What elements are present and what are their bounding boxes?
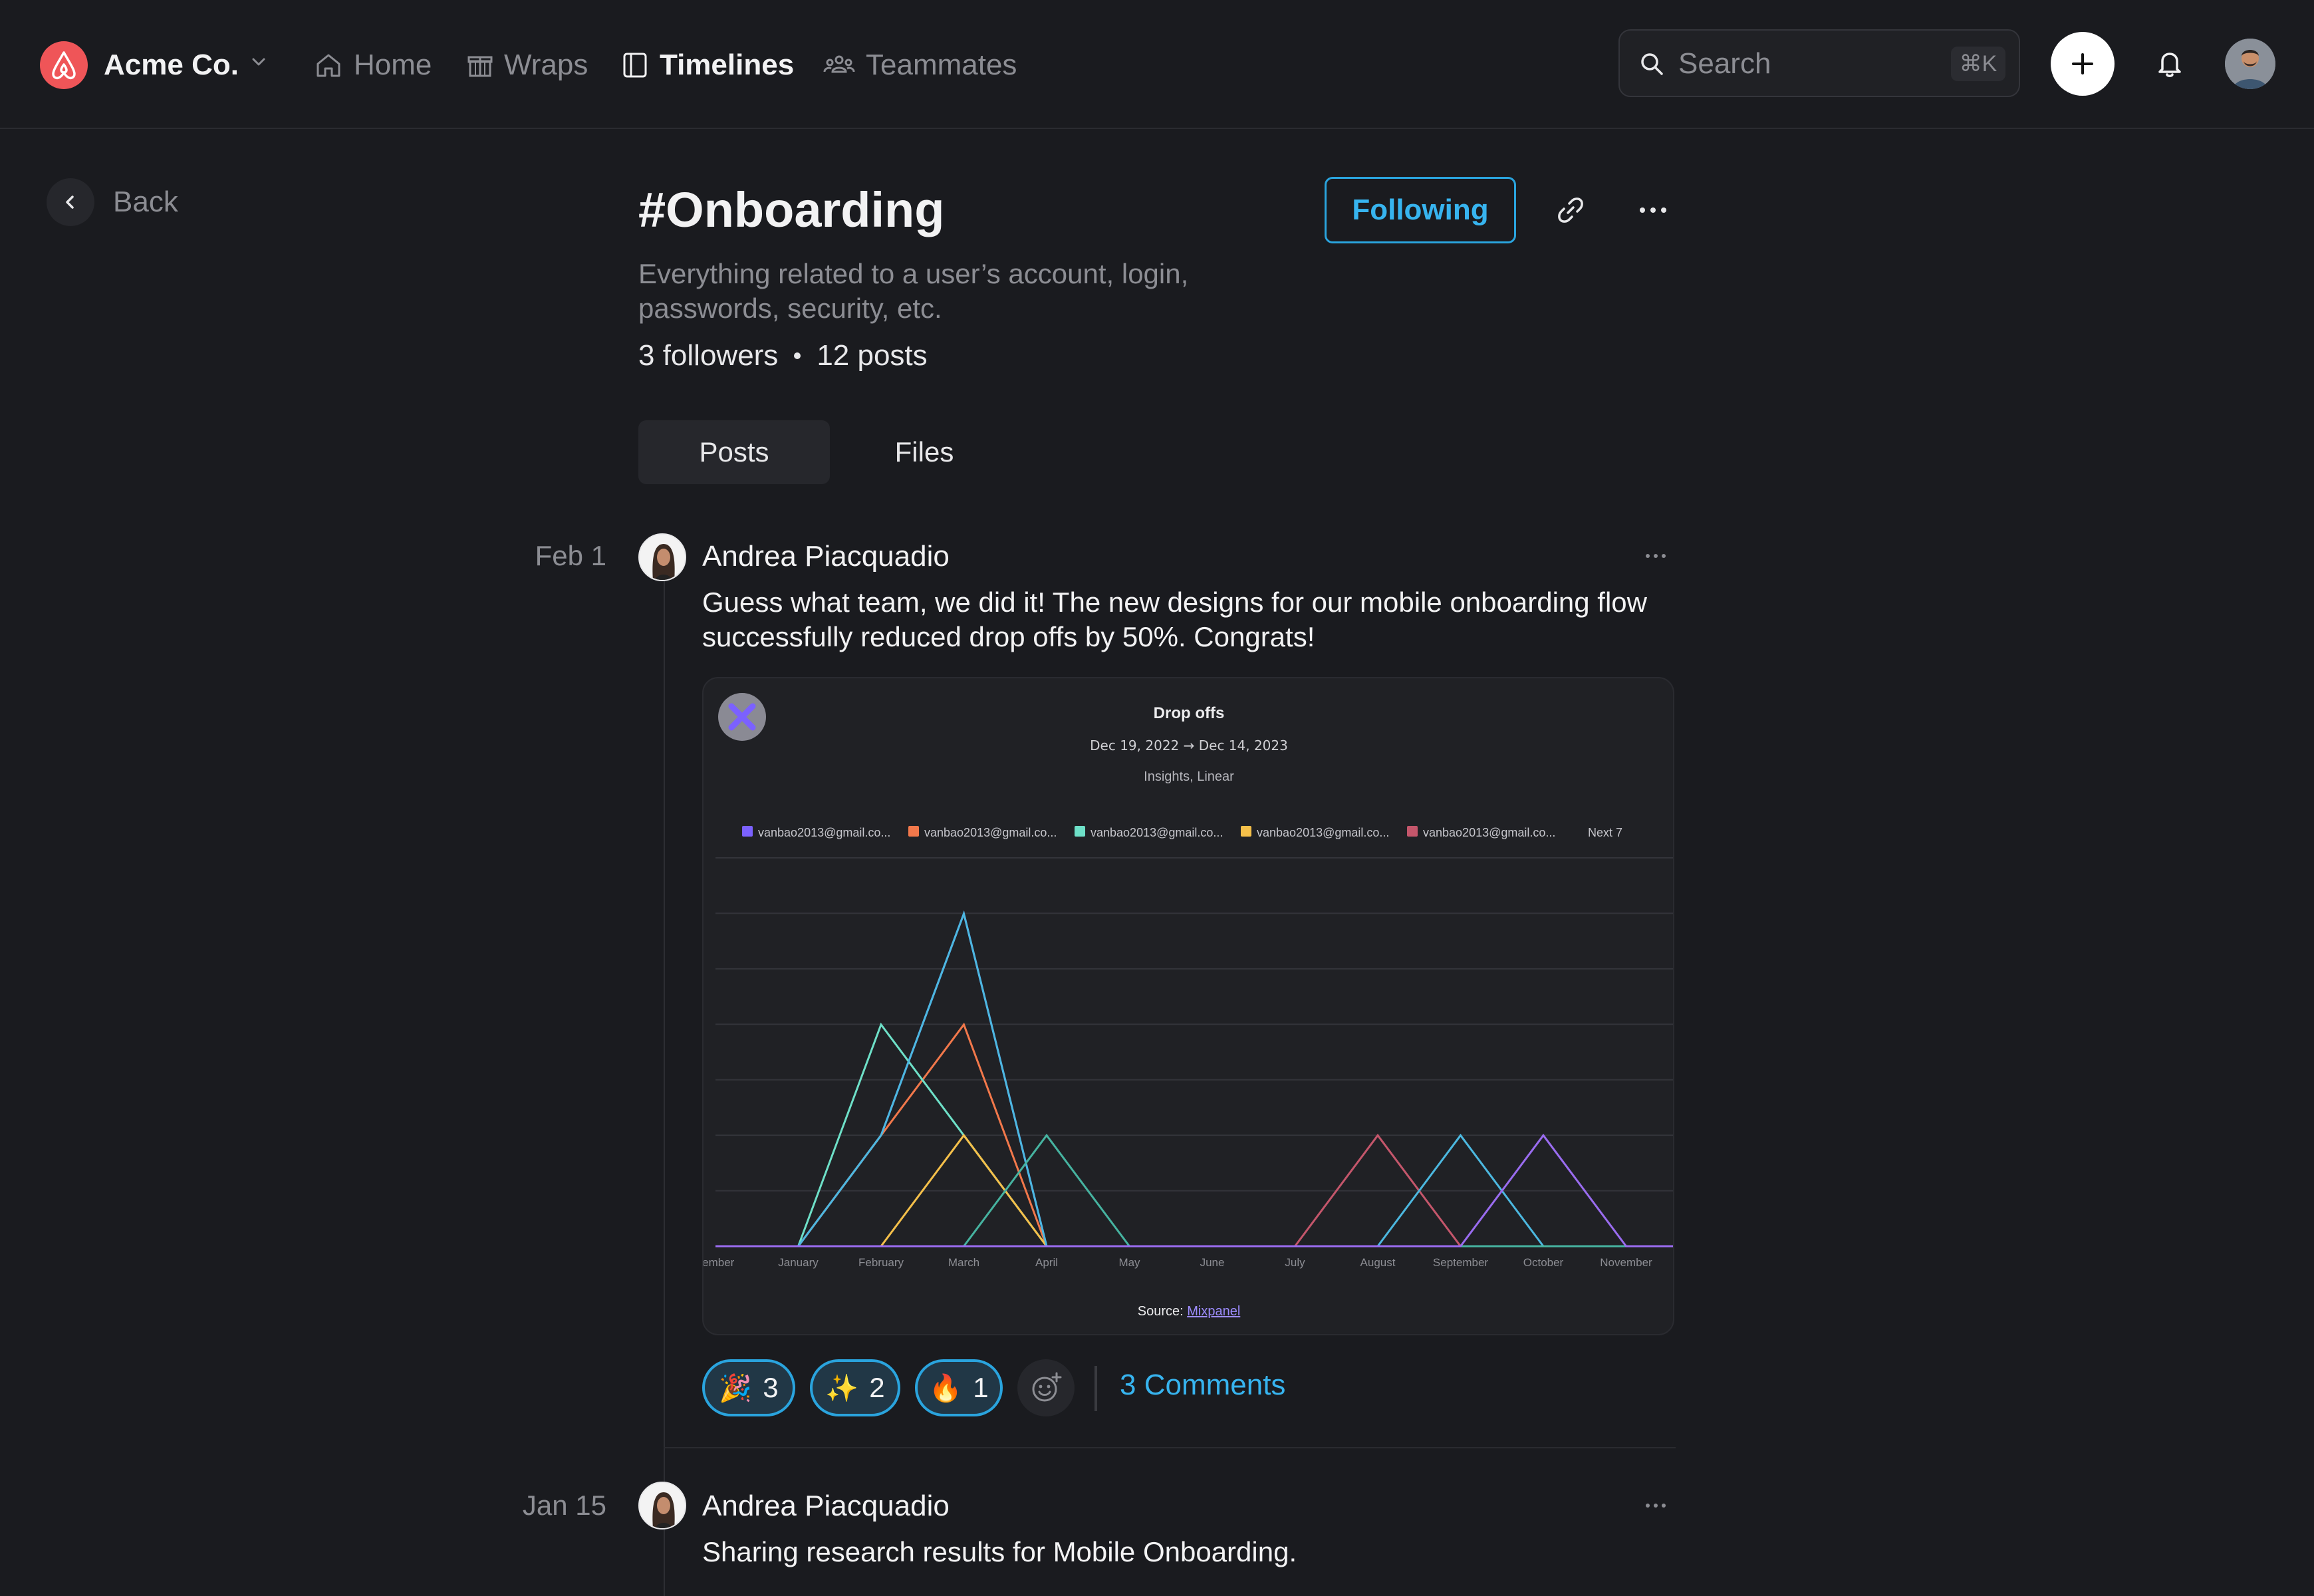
x-tick-label: April: [1035, 1256, 1058, 1269]
chart-caption: Insights, Linear: [1144, 769, 1234, 784]
add-reaction-button[interactable]: [1017, 1359, 1075, 1416]
nav-item-timelines[interactable]: Timelines: [621, 47, 794, 84]
x-tick-label: June: [1200, 1256, 1225, 1269]
legend-swatch: [1407, 826, 1418, 837]
back-label: Back: [113, 186, 178, 218]
x-tick-label: February: [858, 1256, 904, 1269]
home-icon: [317, 54, 340, 77]
drop-offs-chart: Drop offs Dec 19, 2022 → Dec 14, 2023 In…: [704, 693, 1674, 1319]
page-title: #Onboarding: [638, 182, 945, 237]
timeline-line: [664, 572, 665, 1596]
following-button[interactable]: Following: [1325, 177, 1516, 243]
chart-series-line[interactable]: [715, 1133, 1674, 1248]
legend-entry[interactable]: vanbao2013@gmail.co...: [758, 826, 890, 839]
mixpanel-source-link[interactable]: Mixpanel: [1187, 1304, 1240, 1319]
legend-entry[interactable]: vanbao2013@gmail.co...: [1091, 826, 1223, 839]
tab-posts[interactable]: Posts: [638, 420, 830, 484]
nav-item-home[interactable]: Home: [314, 47, 432, 84]
legend-swatch: [742, 826, 753, 837]
nav-item-label: Home: [354, 49, 432, 81]
x-tick-label: November: [1600, 1256, 1652, 1269]
author-avatar[interactable]: [638, 1482, 686, 1530]
reaction-party[interactable]: 🎉 3: [702, 1359, 795, 1416]
timeline-icon: [623, 53, 647, 78]
x-tick-label: May: [1118, 1256, 1140, 1269]
post-author[interactable]: Andrea Piacquadio: [702, 540, 950, 573]
party-popper-icon: 🎉: [719, 1373, 753, 1404]
search-box[interactable]: ⌘K: [1618, 29, 2020, 97]
chevron-down-icon[interactable]: [249, 52, 269, 72]
x-tick-label: January: [778, 1256, 819, 1269]
channel-meta: 3 followers 12 posts: [638, 339, 928, 372]
notifications-bell-icon[interactable]: [2154, 48, 2185, 80]
followers-count[interactable]: 3 followers: [638, 339, 779, 372]
legend-swatch: [908, 826, 919, 837]
user-avatar[interactable]: [2225, 39, 2275, 89]
fire-icon: 🔥: [929, 1373, 963, 1404]
search-input[interactable]: [1678, 45, 1931, 82]
search-shortcut-badge: ⌘K: [1951, 47, 2005, 81]
post-body: Guess what team, we did it! The new desi…: [702, 587, 1647, 652]
x-tick-label: September: [1433, 1256, 1488, 1269]
nav-item-wraps[interactable]: Wraps: [467, 47, 588, 84]
nav-item-teammates[interactable]: Teammates: [823, 47, 1017, 84]
copy-link-icon[interactable]: [1553, 193, 1588, 227]
post-body: Sharing research results for Mobile Onbo…: [702, 1536, 1297, 1567]
x-tick-label: August: [1360, 1256, 1396, 1269]
back-button[interactable]: Back: [47, 177, 178, 227]
legend-entry[interactable]: vanbao2013@gmail.co...: [924, 826, 1057, 839]
post-date: Jan 15: [522, 1490, 606, 1521]
people-icon: [823, 55, 855, 73]
search-icon: [1641, 53, 1663, 75]
legend-entry[interactable]: vanbao2013@gmail.co...: [1423, 826, 1555, 839]
nav-item-label: Timelines: [660, 49, 795, 81]
nav-item-label: Wraps: [504, 49, 588, 81]
create-button[interactable]: [2051, 32, 2115, 96]
chart-source: Source: Mixpanel: [1138, 1304, 1241, 1319]
reactions-divider: [1094, 1366, 1097, 1411]
reaction-count: 2: [869, 1372, 885, 1403]
workspace-name[interactable]: Acme Co.: [104, 49, 239, 81]
chart-subtitle: Dec 19, 2022 → Dec 14, 2023: [1090, 737, 1288, 753]
tab-files[interactable]: Files: [894, 436, 954, 467]
sparkles-icon: ✨: [825, 1373, 859, 1404]
chart-embed-card[interactable]: Drop offs Dec 19, 2022 → Dec 14, 2023 In…: [702, 677, 1674, 1335]
meta-separator-dot: [794, 352, 801, 359]
post-author[interactable]: Andrea Piacquadio: [702, 1490, 950, 1522]
add-emoji-icon: [1032, 1372, 1062, 1402]
chart-title: Drop offs: [1154, 704, 1225, 722]
x-tick-label: July: [1285, 1256, 1305, 1269]
posts-count: 12 posts: [817, 339, 928, 372]
reaction-sparkles[interactable]: ✨ 2: [810, 1359, 900, 1416]
x-tick-label: March: [948, 1256, 979, 1269]
legend-entry[interactable]: vanbao2013@gmail.co...: [1257, 826, 1389, 839]
channel-description: Everything related to a user’s account, …: [638, 258, 1189, 324]
more-options-icon[interactable]: [1636, 193, 1670, 227]
reaction-count: 1: [973, 1372, 989, 1403]
legend-swatch: [1241, 826, 1251, 837]
top-navigation-bar: Acme Co. Home Wraps Timelines: [0, 0, 2314, 129]
legend-next-link[interactable]: Next 7: [1588, 826, 1622, 839]
post-more-icon[interactable]: [1642, 1498, 1669, 1514]
post-date: Feb 1: [535, 540, 606, 571]
legend-swatch: [1075, 826, 1085, 837]
x-tick-label: October: [1523, 1256, 1564, 1269]
chevron-left-icon: [66, 196, 74, 209]
post-separator: [664, 1447, 1676, 1448]
plus-icon: [2072, 53, 2093, 74]
nav-item-label: Teammates: [866, 49, 1017, 81]
x-tick-label: cember: [704, 1256, 735, 1269]
reaction-count: 3: [763, 1372, 779, 1403]
comments-link[interactable]: 3 Comments: [1120, 1369, 1286, 1401]
gift-icon: [467, 56, 493, 77]
reaction-fire[interactable]: 🔥 1: [915, 1359, 1003, 1416]
brand-logo-icon[interactable]: [40, 41, 88, 89]
chart-logo-mark: [728, 703, 756, 731]
author-avatar[interactable]: [638, 533, 686, 581]
post-more-icon[interactable]: [1642, 548, 1669, 564]
